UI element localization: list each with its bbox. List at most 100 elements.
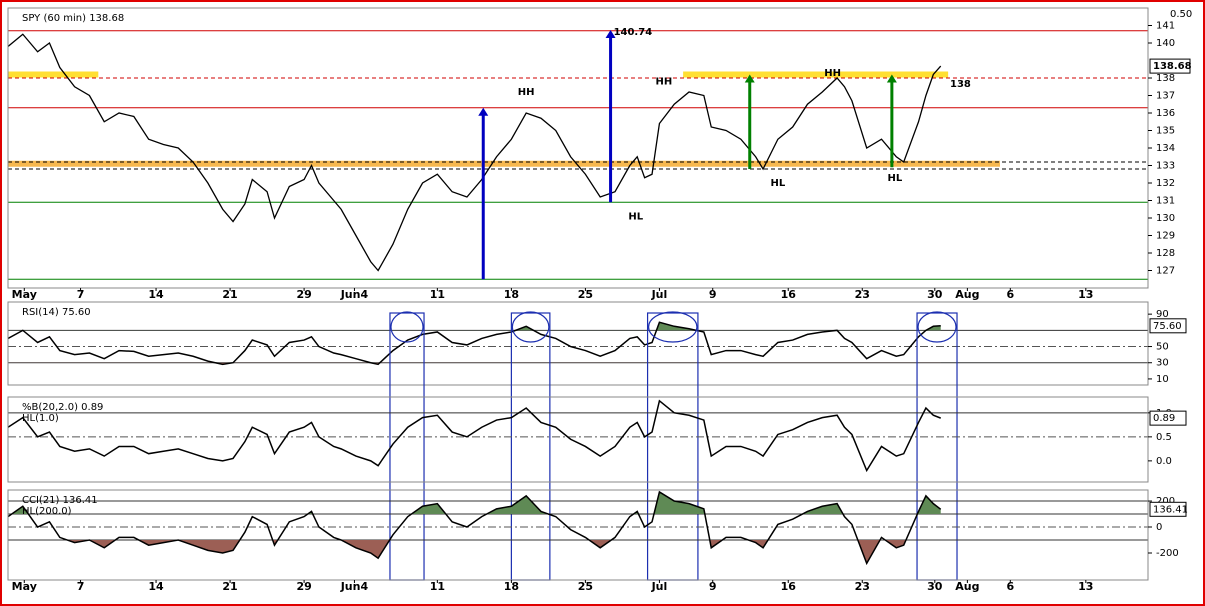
y-tick-label: 127 bbox=[1156, 266, 1175, 277]
panel-subtitle: HL(200.0) bbox=[22, 506, 72, 517]
x-tick-label: 13 bbox=[1078, 288, 1093, 301]
x-tick-label: 25 bbox=[578, 288, 593, 301]
x-tick-label: 29 bbox=[296, 288, 311, 301]
panel-title: CCI(21) 136.41 bbox=[22, 495, 98, 506]
y-tick-label: 50 bbox=[1156, 342, 1169, 353]
x-tick-label: 29 bbox=[296, 580, 311, 593]
y-tick-label: 90 bbox=[1156, 309, 1169, 320]
panel-title: %B(20,2.0) 0.89 bbox=[22, 402, 103, 413]
y-tick-label: 135 bbox=[1156, 126, 1175, 137]
highlight-circle bbox=[390, 311, 424, 343]
x-tick-label: 18 bbox=[504, 288, 519, 301]
x-tick-label: 25 bbox=[578, 580, 593, 593]
x-tick-label: Jun4 bbox=[340, 580, 369, 593]
annotation: HL bbox=[770, 178, 785, 189]
x-tick-label: 6 bbox=[1006, 580, 1014, 593]
highlight-circle bbox=[647, 311, 698, 343]
x-tick-label: May bbox=[12, 580, 37, 593]
y-tick-label: 141 bbox=[1156, 21, 1175, 32]
panel-frame bbox=[7, 489, 1149, 581]
y-tick-label: 138 bbox=[1156, 73, 1175, 84]
x-tick-label: 11 bbox=[430, 580, 445, 593]
x-tick-label: 14 bbox=[148, 288, 164, 301]
panel bbox=[8, 321, 1148, 366]
y-tick-label: 128 bbox=[1156, 248, 1175, 259]
x-tick-label: 11 bbox=[430, 288, 445, 301]
panel-subtitle: HL(1.0) bbox=[22, 413, 59, 424]
x-tick-label: 18 bbox=[504, 580, 519, 593]
arrow-head bbox=[478, 107, 489, 116]
y-tick-label: 136 bbox=[1156, 108, 1175, 119]
x-tick-label: Aug bbox=[955, 288, 979, 301]
panel bbox=[8, 490, 1148, 566]
series-line bbox=[8, 33, 942, 272]
y-tick-label: 134 bbox=[1156, 143, 1175, 154]
x-tick-label: Aug bbox=[955, 580, 979, 593]
level-label: 138 bbox=[950, 79, 971, 90]
fill-below bbox=[8, 540, 941, 564]
x-tick-label: 21 bbox=[222, 288, 237, 301]
arrow-head bbox=[886, 74, 897, 83]
x-tick-label: 23 bbox=[855, 288, 870, 301]
y-tick-label: 10 bbox=[1156, 374, 1169, 385]
highlight-circle bbox=[511, 311, 550, 343]
x-tick-label: 23 bbox=[855, 580, 870, 593]
y-tick-label: 130 bbox=[1156, 213, 1175, 224]
last-value-box bbox=[1149, 410, 1187, 426]
level-band bbox=[8, 160, 1000, 167]
panel bbox=[8, 30, 1148, 280]
x-tick-label: 21 bbox=[222, 580, 237, 593]
x-tick-label: Jun4 bbox=[340, 288, 369, 301]
y-tick-label: 133 bbox=[1156, 161, 1175, 172]
level-band bbox=[683, 71, 949, 78]
y-tick-label: 0 bbox=[1156, 522, 1162, 533]
x-tick-label: 7 bbox=[77, 288, 85, 301]
last-value: 0.89 bbox=[1153, 413, 1175, 424]
last-value-box bbox=[1149, 501, 1187, 517]
y-tick-label: 0.5 bbox=[1156, 432, 1172, 443]
last-value: 136.41 bbox=[1153, 504, 1188, 515]
x-tick-label: 9 bbox=[709, 288, 717, 301]
last-value: 138.68 bbox=[1153, 61, 1192, 72]
y-tick-label: 200 bbox=[1156, 496, 1175, 507]
x-tick-label: 16 bbox=[781, 580, 797, 593]
arrow-head bbox=[744, 74, 755, 83]
series-line bbox=[8, 399, 941, 473]
series-line bbox=[8, 321, 941, 366]
y-tick-label: 129 bbox=[1156, 231, 1175, 242]
panel-title: RSI(14) 75.60 bbox=[22, 307, 91, 318]
arrow-head bbox=[605, 30, 616, 39]
annotation: HH bbox=[824, 68, 841, 79]
y-tick-label: 0.0 bbox=[1156, 456, 1172, 467]
x-tick-label: 30 bbox=[927, 580, 943, 593]
panel-frame bbox=[7, 396, 1149, 483]
annotation: HL bbox=[628, 211, 643, 222]
y-tick-label: 140 bbox=[1156, 38, 1175, 49]
x-tick-label: 14 bbox=[148, 580, 164, 593]
last-value: 75.60 bbox=[1153, 321, 1182, 332]
arrow-label: 140.74 bbox=[614, 27, 653, 38]
x-tick-label: 7 bbox=[77, 580, 85, 593]
y-tick-label: 132 bbox=[1156, 178, 1175, 189]
level-band bbox=[8, 71, 99, 78]
y-tick-label: -200 bbox=[1156, 548, 1179, 559]
panel-frame bbox=[7, 301, 1149, 386]
x-tick-label: Jul bbox=[651, 288, 668, 301]
annotation: HH bbox=[655, 77, 672, 88]
x-tick-label: 30 bbox=[927, 288, 943, 301]
highlight-circle bbox=[917, 311, 957, 343]
series-line bbox=[8, 490, 942, 566]
last-value-box bbox=[1149, 318, 1187, 334]
x-tick-label: 13 bbox=[1078, 580, 1093, 593]
y-tick-label: 137 bbox=[1156, 91, 1175, 102]
x-tick-label: 9 bbox=[709, 580, 717, 593]
x-tick-label: 6 bbox=[1006, 288, 1014, 301]
last-value-box bbox=[1149, 58, 1191, 74]
panel-title: SPY (60 min) 138.68 bbox=[22, 13, 124, 24]
x-tick-label: Jul bbox=[651, 580, 668, 593]
annotation: HL bbox=[887, 173, 902, 184]
x-tick-label: May bbox=[12, 288, 37, 301]
